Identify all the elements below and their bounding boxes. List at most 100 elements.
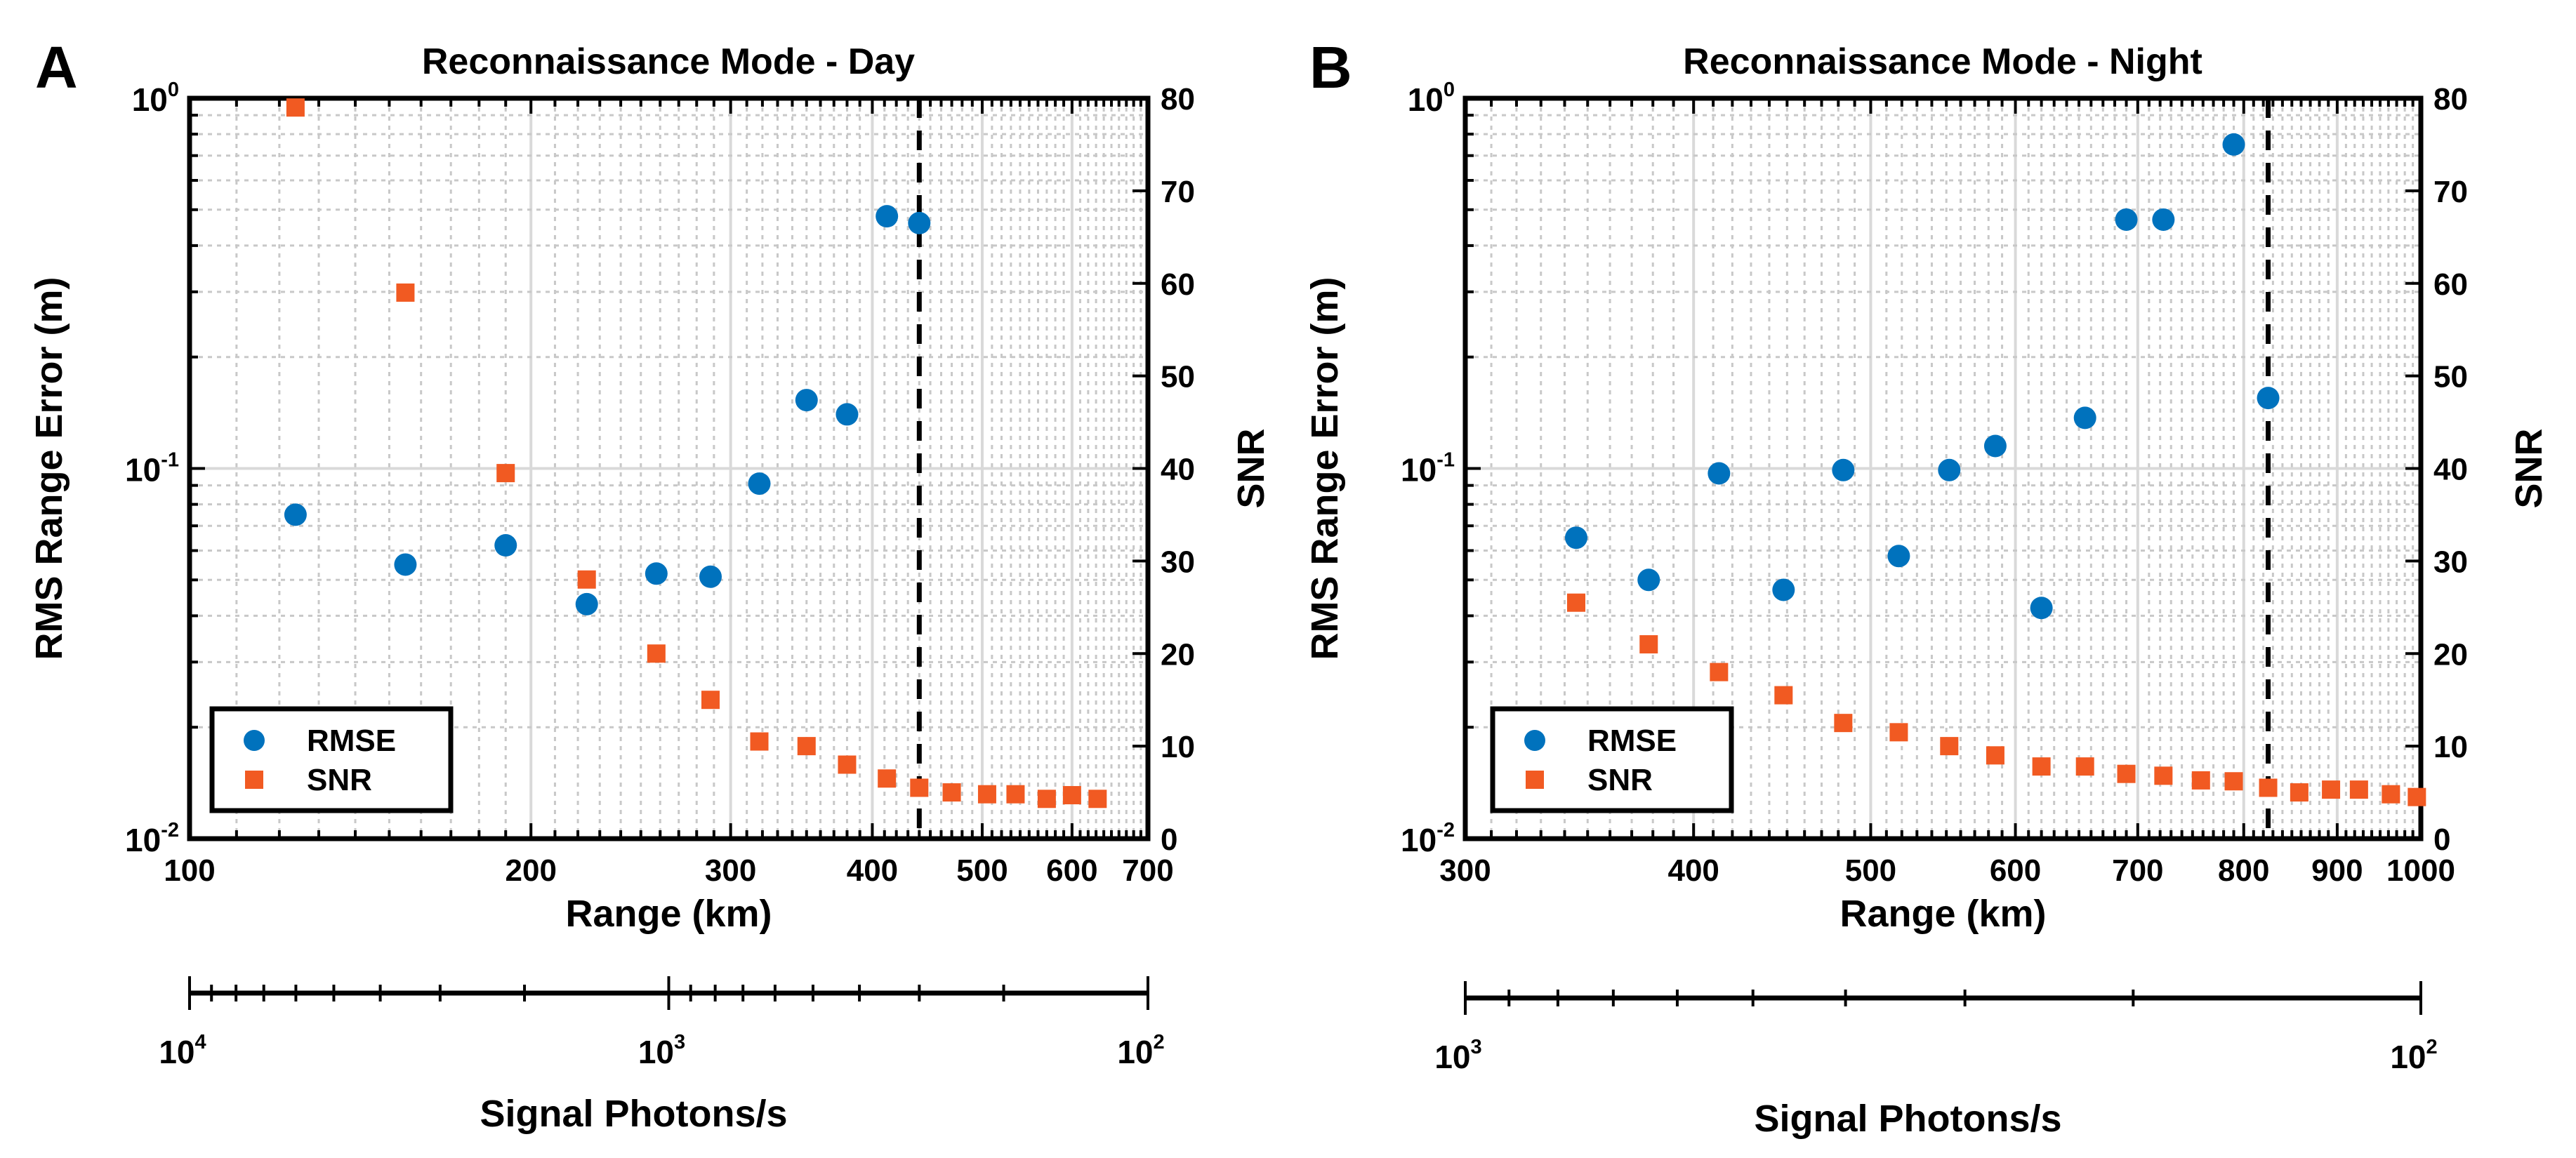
x-tick-label: 800 bbox=[2218, 853, 2269, 888]
rmse-point bbox=[575, 592, 598, 615]
snr-point bbox=[1566, 593, 1585, 612]
y-right-axis-label: SNR bbox=[2508, 428, 2550, 508]
x-tick-label: 1000 bbox=[2386, 853, 2455, 888]
photon-axis: 104 103 102 Signal Photons/s bbox=[159, 976, 1165, 1135]
panel-label: B bbox=[1309, 34, 1352, 100]
snr-point bbox=[2290, 783, 2309, 802]
snr-point bbox=[2382, 785, 2400, 804]
x-tick-label: 300 bbox=[705, 853, 756, 888]
snr-point bbox=[1639, 635, 1658, 654]
grid bbox=[190, 98, 1148, 839]
rmse-point bbox=[394, 553, 417, 576]
rmse-point bbox=[876, 205, 899, 228]
y-right-tick-label: 80 bbox=[1161, 82, 1195, 117]
rmse-point bbox=[2073, 406, 2096, 430]
legend-snr-label: SNR bbox=[307, 763, 372, 797]
y-left-axis-label: RMS Range Error (m) bbox=[28, 277, 70, 660]
legend: RMSE SNR bbox=[1490, 706, 1734, 813]
snr-point bbox=[647, 644, 666, 663]
photon-tick-label: 104 bbox=[159, 1031, 206, 1070]
photon-axis-label: Signal Photons/s bbox=[480, 1093, 787, 1135]
photon-axis: 103 102 Signal Photons/s bbox=[1434, 981, 2438, 1140]
rmse-point bbox=[748, 472, 771, 495]
y-right-tick-label: 70 bbox=[1161, 175, 1195, 209]
rmse-point bbox=[1637, 568, 1660, 592]
snr-point bbox=[396, 283, 415, 302]
snr-point bbox=[577, 570, 596, 589]
snr-point bbox=[2154, 766, 2173, 785]
x-tick-label: 400 bbox=[847, 853, 898, 888]
snr-point bbox=[2032, 757, 2051, 776]
rmse-point bbox=[2115, 208, 2138, 231]
rmse-point bbox=[1564, 526, 1587, 550]
series-snr bbox=[286, 98, 1107, 808]
snr-point bbox=[701, 691, 720, 710]
y-right-tick-label: 20 bbox=[1161, 637, 1195, 672]
x-tick-label: 500 bbox=[956, 853, 1008, 888]
legend-rmse-label: RMSE bbox=[307, 724, 396, 758]
snr-point bbox=[1774, 686, 1793, 705]
rmse-point bbox=[1983, 434, 2007, 458]
snr-point bbox=[838, 755, 857, 774]
snr-point bbox=[1834, 714, 1853, 733]
y-right-tick-label: 50 bbox=[2433, 360, 2468, 394]
y-right-tick-label: 60 bbox=[1161, 267, 1195, 302]
rmse-point bbox=[1772, 578, 1795, 601]
snr-point bbox=[2322, 780, 2341, 799]
snr-point bbox=[2224, 772, 2243, 791]
series-rmse bbox=[284, 205, 931, 615]
series-rmse bbox=[1564, 133, 2280, 620]
y-right-tick-label: 70 bbox=[2433, 175, 2468, 209]
legend-snr-marker bbox=[245, 771, 263, 789]
rmse-point bbox=[908, 211, 931, 234]
panel-a: 100 200 300 400 500 600 700 10-2 10-1 100 0 10 20 30 4… bbox=[28, 34, 1272, 1135]
panel-label: A bbox=[35, 34, 78, 100]
y-right-tick-label: 0 bbox=[1161, 823, 1177, 857]
legend-rmse-label: RMSE bbox=[1587, 724, 1677, 758]
x-tick-label: 400 bbox=[1667, 853, 1719, 888]
snr-point bbox=[2117, 764, 2136, 783]
chart-title: Reconnaissance Mode - Day bbox=[422, 41, 915, 82]
rmse-point bbox=[284, 503, 307, 526]
snr-point bbox=[1710, 663, 1729, 681]
legend-snr-label: SNR bbox=[1587, 763, 1653, 797]
snr-point bbox=[1062, 786, 1081, 805]
rmse-point bbox=[795, 389, 818, 412]
chart-title: Reconnaissance Mode - Night bbox=[1683, 41, 2202, 82]
photon-tick-label: 103 bbox=[638, 1031, 685, 1070]
rmse-point bbox=[1832, 458, 1855, 481]
rmse-point bbox=[2030, 597, 2053, 620]
x-axis-label: Range (km) bbox=[565, 893, 772, 935]
y-right-tick-label: 40 bbox=[1161, 453, 1195, 487]
legend-snr-marker bbox=[1526, 771, 1544, 789]
rmse-point bbox=[1708, 462, 1731, 485]
snr-point bbox=[1088, 790, 1107, 808]
rmse-point bbox=[1938, 458, 1961, 481]
rmse-point bbox=[645, 562, 668, 585]
rmse-point bbox=[1887, 545, 1910, 568]
snr-point bbox=[2075, 757, 2094, 776]
x-tick-label: 500 bbox=[1845, 853, 1896, 888]
series-snr bbox=[1566, 593, 2426, 806]
snr-point bbox=[878, 769, 897, 788]
legend-box bbox=[209, 706, 454, 813]
x-tick-label: 200 bbox=[506, 853, 557, 888]
y-right-tick-label: 20 bbox=[2433, 637, 2468, 672]
y-right-tick-label: 30 bbox=[1161, 545, 1195, 579]
y-right-tick-label: 10 bbox=[1161, 730, 1195, 764]
snr-point bbox=[2407, 787, 2426, 806]
legend-rmse-marker bbox=[244, 730, 265, 751]
y-right-tick-label: 10 bbox=[2433, 730, 2468, 764]
y-right-tick-label: 60 bbox=[2433, 267, 2468, 302]
panel-b: 300 400 500 600 700 800 900 100010-210-11000102… bbox=[1304, 34, 2550, 1140]
snr-point bbox=[2259, 778, 2278, 797]
rmse-point bbox=[2152, 208, 2175, 231]
snr-point bbox=[977, 785, 996, 804]
y-right-tick-label: 80 bbox=[2433, 82, 2468, 117]
legend: RMSE SNR bbox=[209, 706, 454, 813]
x-tick-label: 900 bbox=[2311, 853, 2363, 888]
x-tick-label: 100 bbox=[164, 853, 215, 888]
snr-point bbox=[910, 778, 929, 797]
y-right-tick-label: 0 bbox=[2433, 823, 2450, 857]
